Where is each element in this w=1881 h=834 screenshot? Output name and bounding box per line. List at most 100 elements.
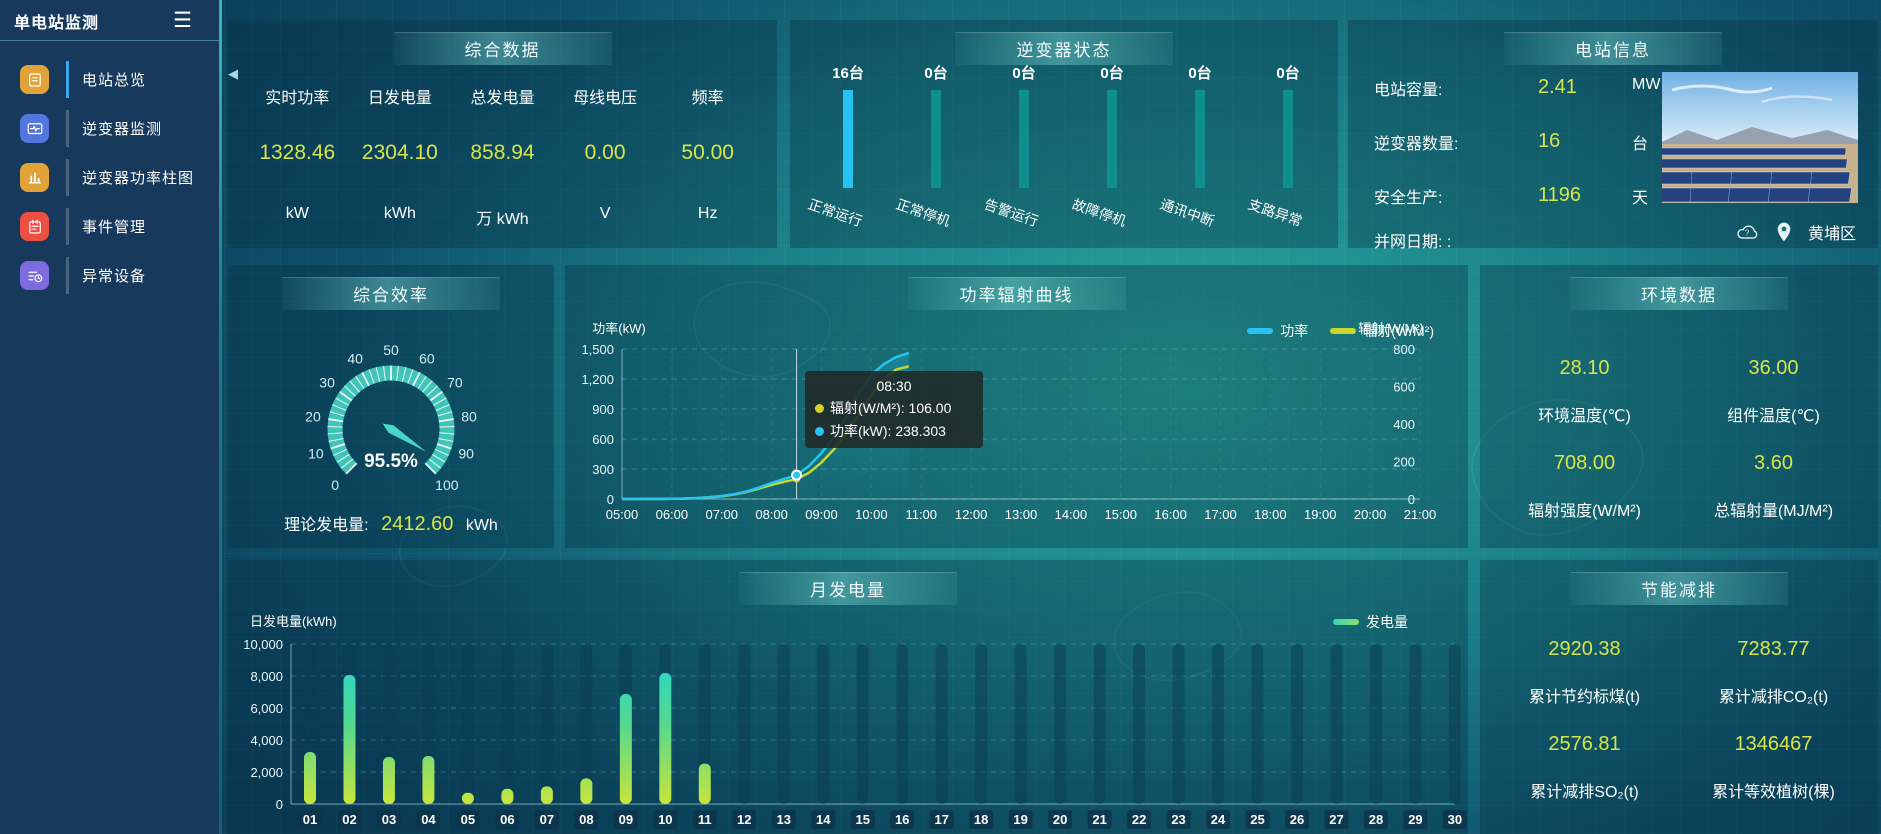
right-axis-tick: 400: [1393, 417, 1415, 432]
x-label-chip: [1245, 810, 1270, 829]
sidebar-item-2[interactable]: 逆变器监测: [0, 104, 220, 153]
bar-track: [1133, 644, 1146, 804]
legend-item[interactable]: 功率: [1247, 321, 1308, 341]
power-bars-icon: [20, 163, 49, 192]
inverter-count: 0台: [1188, 65, 1212, 82]
station-photo: [1662, 72, 1858, 203]
x-label-chip: [929, 810, 954, 829]
tooltip-text: 辐射(W/M²): 106.00: [830, 400, 952, 416]
gauge-tick-label: 60: [419, 351, 435, 367]
gauge-value: 95.5%: [364, 451, 418, 472]
gauge-tick: [422, 380, 433, 393]
x-axis-tick: 14:00: [1055, 507, 1088, 522]
x-label-chip: [811, 810, 836, 829]
inverter-bar: [1283, 90, 1293, 188]
inverter-bar: [1107, 90, 1117, 188]
summary-metric: 总发电量 858.94 万 kWh: [451, 72, 554, 238]
bar-track: [1251, 644, 1264, 804]
power-area: [622, 353, 909, 499]
panel-power-radiation-title: 功率辐射曲线: [907, 277, 1126, 310]
legend-item[interactable]: 辐射(W/M²): [1330, 321, 1434, 341]
theoretical-generation-label: 理论发电量:: [284, 517, 369, 534]
sidebar-item-3[interactable]: 逆变器功率柱图: [0, 153, 220, 202]
x-axis-tick: 12:00: [955, 507, 988, 522]
x-axis-tick: 30: [1448, 812, 1462, 827]
report-icon: [20, 65, 49, 94]
y-axis-tick: 1,200: [581, 372, 614, 387]
x-axis-tick: 26: [1290, 812, 1304, 827]
inverter-status-item[interactable]: 0台 故障停机: [1068, 60, 1156, 248]
bar-value: [422, 756, 435, 804]
inverter-bar: [1195, 90, 1205, 188]
y-axis-tick: 300: [592, 462, 614, 477]
legend-label: 功率: [1280, 323, 1309, 339]
monthly-generation-chart[interactable]: 0 2,000 4,000 6,000 8,000 10,000 日发电量(kWh) 01 02…: [228, 560, 1468, 834]
bar-track: [738, 644, 751, 804]
panel-station-title: 电站信息: [1504, 32, 1722, 65]
panel-monthly-generation: 月发电量 发电量 0 2,000 4,000 6,000 8,000 10,000 日发电量…: [228, 560, 1468, 834]
panel-environment: 环境数据 28.10 环境温度(℃) 36.00 组件温度(℃) 708.00 辐射强度(…: [1480, 265, 1878, 548]
hamburger-menu-icon[interactable]: ☰: [173, 9, 192, 32]
inverter-status-bars[interactable]: 16台 正常运行 0台 正常停机 0台 告警运行 0台 故障停机 0台 通讯中断 0台 支路异常: [804, 60, 1332, 248]
sidebar-item-1[interactable]: 电站总览: [0, 55, 220, 104]
x-axis-tick: 17: [934, 812, 948, 827]
bar-track: [896, 644, 909, 804]
cloud-icon[interactable]: ?: [1736, 222, 1760, 242]
x-label-chip: [1363, 810, 1388, 829]
x-axis-tick: 06: [500, 812, 514, 827]
x-label-chip: [771, 810, 796, 829]
metric-label: 累计等效植树(棵): [1712, 784, 1835, 801]
monthly-legend-swatch: [1333, 619, 1359, 625]
gauge-tick: [327, 426, 343, 428]
metric-label: 累计减排SO₂(t): [1530, 784, 1639, 801]
gauge-tick: [412, 372, 421, 387]
metric-value: 858.94: [470, 141, 535, 164]
station-row-unit: 天: [1632, 190, 1649, 207]
bar-track: [580, 644, 593, 804]
bar-value: [659, 672, 672, 804]
gauge-tick-label: 80: [461, 409, 477, 425]
inverter-status-item[interactable]: 0台 正常停机: [892, 60, 980, 248]
station-row-unit: MW: [1632, 76, 1661, 93]
gauge-tick: [333, 448, 348, 457]
legend-swatch: [1330, 328, 1357, 334]
gauge-tick: [436, 443, 452, 450]
sidebar-item-4[interactable]: 事件管理: [0, 202, 220, 251]
x-label-chip: [534, 810, 559, 829]
gauge-tick: [329, 411, 345, 417]
inverter-status-item[interactable]: 0台 支路异常: [1244, 60, 1332, 248]
gauge-tick: [349, 380, 360, 393]
inverter-status-item[interactable]: 16台 正常运行: [804, 60, 892, 248]
metric-unit: V: [599, 205, 611, 222]
x-label-chip: [1285, 810, 1309, 829]
sidebar-item-5[interactable]: 异常设备: [0, 251, 220, 300]
inverter-status-item[interactable]: 0台 告警运行: [980, 60, 1068, 248]
gauge-tick: [428, 458, 442, 469]
x-label-chip: [969, 810, 994, 829]
bar-track: [1409, 644, 1422, 804]
sidebar-collapse-arrow[interactable]: ◀: [228, 66, 238, 81]
station-row-value: 16: [1538, 130, 1561, 152]
panel-savings: 节能减排 2920.38 累计节约标煤(t) 7283.77 累计减排CO₂(t) 25…: [1480, 560, 1878, 834]
gauge-tick: [355, 375, 365, 389]
bar-track: [540, 644, 553, 804]
metric-value: 2304.10: [361, 141, 438, 164]
left-axis-title: 功率(kW): [592, 321, 645, 336]
x-axis-tick: 05:00: [606, 507, 639, 522]
bar-track: [1054, 644, 1067, 804]
y-axis-tick: 0: [607, 492, 614, 507]
monthly-legend[interactable]: 发电量: [1333, 612, 1408, 632]
panel-efficiency: 综合效率 0 10 20 30 40 50 60 70 80 90 100 95.5% 理论发电量: …: [228, 265, 554, 548]
x-axis-tick: 25: [1250, 812, 1264, 827]
bar-value: [382, 756, 395, 804]
gauge-tick-label: 100: [435, 477, 459, 493]
efficiency-gauge-chart[interactable]: 0 10 20 30 40 50 60 70 80 90 100 95.5%: [228, 309, 554, 523]
metric-unit: 万 kWh: [476, 211, 529, 228]
tooltip-row: 辐射(W/M²): 106.00: [815, 398, 973, 418]
inverter-monitor-icon: [20, 114, 49, 143]
inverter-status-item[interactable]: 0台 通讯中断: [1156, 60, 1244, 248]
bar-track: [1172, 644, 1185, 804]
savings-metrics: 2920.38 累计节约标煤(t) 7283.77 累计减排CO₂(t) 2576.81…: [1490, 638, 1868, 828]
power-radiation-chart[interactable]: 03006009001,2001,500020040060080005:0006…: [565, 265, 1468, 548]
station-footer-icons: ? 黄埔区: [1736, 220, 1856, 244]
